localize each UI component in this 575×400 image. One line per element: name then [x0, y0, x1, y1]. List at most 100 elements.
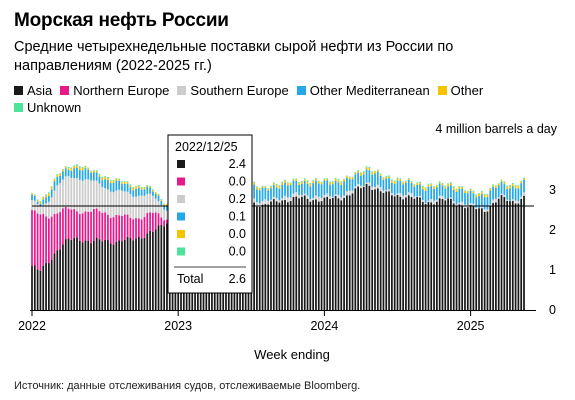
bar-segment-asia[interactable] — [517, 203, 520, 310]
bar-segment-southern-europe[interactable] — [486, 209, 489, 212]
bar-segment-southern-europe[interactable] — [483, 209, 486, 212]
bar-segment-asia[interactable] — [292, 196, 295, 310]
bar-segment-southern-europe[interactable] — [160, 205, 163, 218]
bar-segment-other-mediterranean[interactable] — [354, 174, 357, 187]
bar-segment-northern-europe[interactable] — [118, 215, 121, 241]
bar-segment-northern-europe[interactable] — [115, 214, 118, 242]
bar-segment-northern-europe[interactable] — [45, 216, 47, 264]
bar-segment-asia[interactable] — [520, 198, 523, 310]
bar-segment-southern-europe[interactable] — [292, 193, 295, 197]
bar-segment-other-mediterranean[interactable] — [444, 188, 447, 199]
bar-segment-northern-europe[interactable] — [39, 214, 42, 271]
bar-segment-unknown[interactable] — [343, 178, 345, 180]
bar-segment-southern-europe[interactable] — [368, 182, 371, 186]
bar-segment-other[interactable] — [455, 189, 458, 192]
bar-segment-southern-europe[interactable] — [520, 196, 523, 199]
bar-segment-unknown[interactable] — [157, 193, 160, 195]
bar-segment-southern-europe[interactable] — [53, 190, 56, 214]
bar-segment-southern-europe[interactable] — [402, 195, 404, 200]
bar-segment-other-mediterranean[interactable] — [458, 188, 461, 203]
bar-segment-other[interactable] — [95, 171, 98, 173]
bar-segment-other[interactable] — [152, 190, 154, 192]
bar-segment-asia[interactable] — [154, 229, 157, 310]
bar-segment-southern-europe[interactable] — [506, 199, 509, 201]
bar-segment-southern-europe[interactable] — [405, 195, 407, 198]
bar-segment-unknown[interactable] — [388, 175, 390, 177]
bar-segment-asia[interactable] — [45, 263, 47, 310]
bar-segment-other-mediterranean[interactable] — [84, 168, 87, 180]
bar-segment-other-mediterranean[interactable] — [50, 189, 53, 198]
bar-segment-other-mediterranean[interactable] — [455, 192, 458, 205]
bar-segment-other[interactable] — [329, 182, 331, 185]
bar-segment-asia[interactable] — [469, 204, 472, 310]
bar-segment-other[interactable] — [126, 182, 129, 184]
bar-segment-southern-europe[interactable] — [362, 186, 365, 187]
bar-segment-other-mediterranean[interactable] — [351, 179, 354, 191]
bar-segment-asia[interactable] — [157, 225, 160, 310]
bar-segment-asia[interactable] — [430, 202, 433, 310]
bar-segment-other-mediterranean[interactable] — [486, 197, 489, 210]
bar-segment-unknown[interactable] — [59, 173, 61, 174]
bar-segment-other[interactable] — [360, 173, 362, 176]
bar-segment-other-mediterranean[interactable] — [509, 188, 511, 201]
bar-segment-asia[interactable] — [135, 238, 137, 310]
legend-item-southern-europe[interactable]: Southern Europe — [177, 82, 289, 99]
bar-segment-other[interactable] — [391, 180, 393, 183]
bar-segment-northern-europe[interactable] — [123, 214, 126, 240]
bar-segment-asia[interactable] — [343, 197, 345, 310]
bar-segment-asia[interactable] — [323, 197, 326, 310]
bar-segment-other-mediterranean[interactable] — [371, 174, 374, 187]
bar-segment-other-mediterranean[interactable] — [405, 182, 407, 196]
bar-segment-unknown[interactable] — [36, 199, 39, 201]
bar-segment-other-mediterranean[interactable] — [152, 191, 154, 196]
bar-segment-other-mediterranean[interactable] — [489, 190, 492, 205]
bar-segment-unknown[interactable] — [427, 183, 430, 185]
bar-segment-northern-europe[interactable] — [137, 218, 140, 237]
bar-segment-asia[interactable] — [421, 202, 424, 310]
bar-segment-unknown[interactable] — [129, 184, 132, 186]
bar-segment-other-mediterranean[interactable] — [379, 175, 382, 188]
bar-segment-unknown[interactable] — [81, 167, 84, 168]
bar-segment-unknown[interactable] — [118, 178, 121, 180]
bar-segment-other-mediterranean[interactable] — [331, 184, 334, 197]
bar-segment-other[interactable] — [146, 185, 149, 187]
bar-segment-unknown[interactable] — [104, 176, 106, 178]
bar-segment-southern-europe[interactable] — [382, 190, 385, 193]
bar-segment-other-mediterranean[interactable] — [112, 183, 115, 193]
bar-segment-other[interactable] — [292, 179, 295, 181]
bar-segment-unknown[interactable] — [450, 182, 452, 184]
bar-segment-asia[interactable] — [267, 204, 270, 310]
bar-segment-southern-europe[interactable] — [101, 186, 104, 213]
bar-segment-asia[interactable] — [253, 202, 255, 310]
bar-segment-other[interactable] — [500, 180, 503, 182]
bar-segment-asia[interactable] — [472, 206, 475, 310]
bar-segment-unknown[interactable] — [399, 178, 402, 180]
bar-segment-other[interactable] — [514, 185, 517, 189]
bar-segment-unknown[interactable] — [455, 188, 458, 190]
bar-segment-unknown[interactable] — [331, 181, 334, 182]
bar-segment-asia[interactable] — [81, 242, 84, 310]
bar-segment-southern-europe[interactable] — [87, 179, 90, 212]
bar-segment-other[interactable] — [402, 182, 404, 185]
bar-segment-other[interactable] — [469, 189, 472, 191]
bar-segment-other[interactable] — [385, 176, 388, 179]
bar-segment-northern-europe[interactable] — [166, 219, 168, 224]
bar-segment-other-mediterranean[interactable] — [267, 190, 270, 201]
bar-segment-other-mediterranean[interactable] — [137, 187, 140, 196]
bar-segment-other-mediterranean[interactable] — [281, 184, 284, 199]
bar-segment-unknown[interactable] — [33, 194, 36, 196]
bar-segment-asia[interactable] — [329, 198, 331, 310]
bar-segment-unknown[interactable] — [56, 174, 59, 176]
bar-segment-other-mediterranean[interactable] — [70, 170, 73, 178]
bar-segment-southern-europe[interactable] — [59, 183, 61, 213]
bar-segment-other[interactable] — [157, 194, 160, 196]
bar-segment-asia[interactable] — [368, 185, 371, 310]
bar-segment-northern-europe[interactable] — [95, 208, 98, 238]
bar-segment-other-mediterranean[interactable] — [298, 184, 300, 195]
bar-segment-other-mediterranean[interactable] — [506, 189, 509, 200]
bar-segment-unknown[interactable] — [461, 186, 464, 188]
bar-segment-other-mediterranean[interactable] — [430, 186, 433, 200]
bar-segment-asia[interactable] — [407, 195, 410, 310]
bar-segment-other-mediterranean[interactable] — [261, 187, 264, 201]
bar-segment-other[interactable] — [430, 184, 433, 187]
